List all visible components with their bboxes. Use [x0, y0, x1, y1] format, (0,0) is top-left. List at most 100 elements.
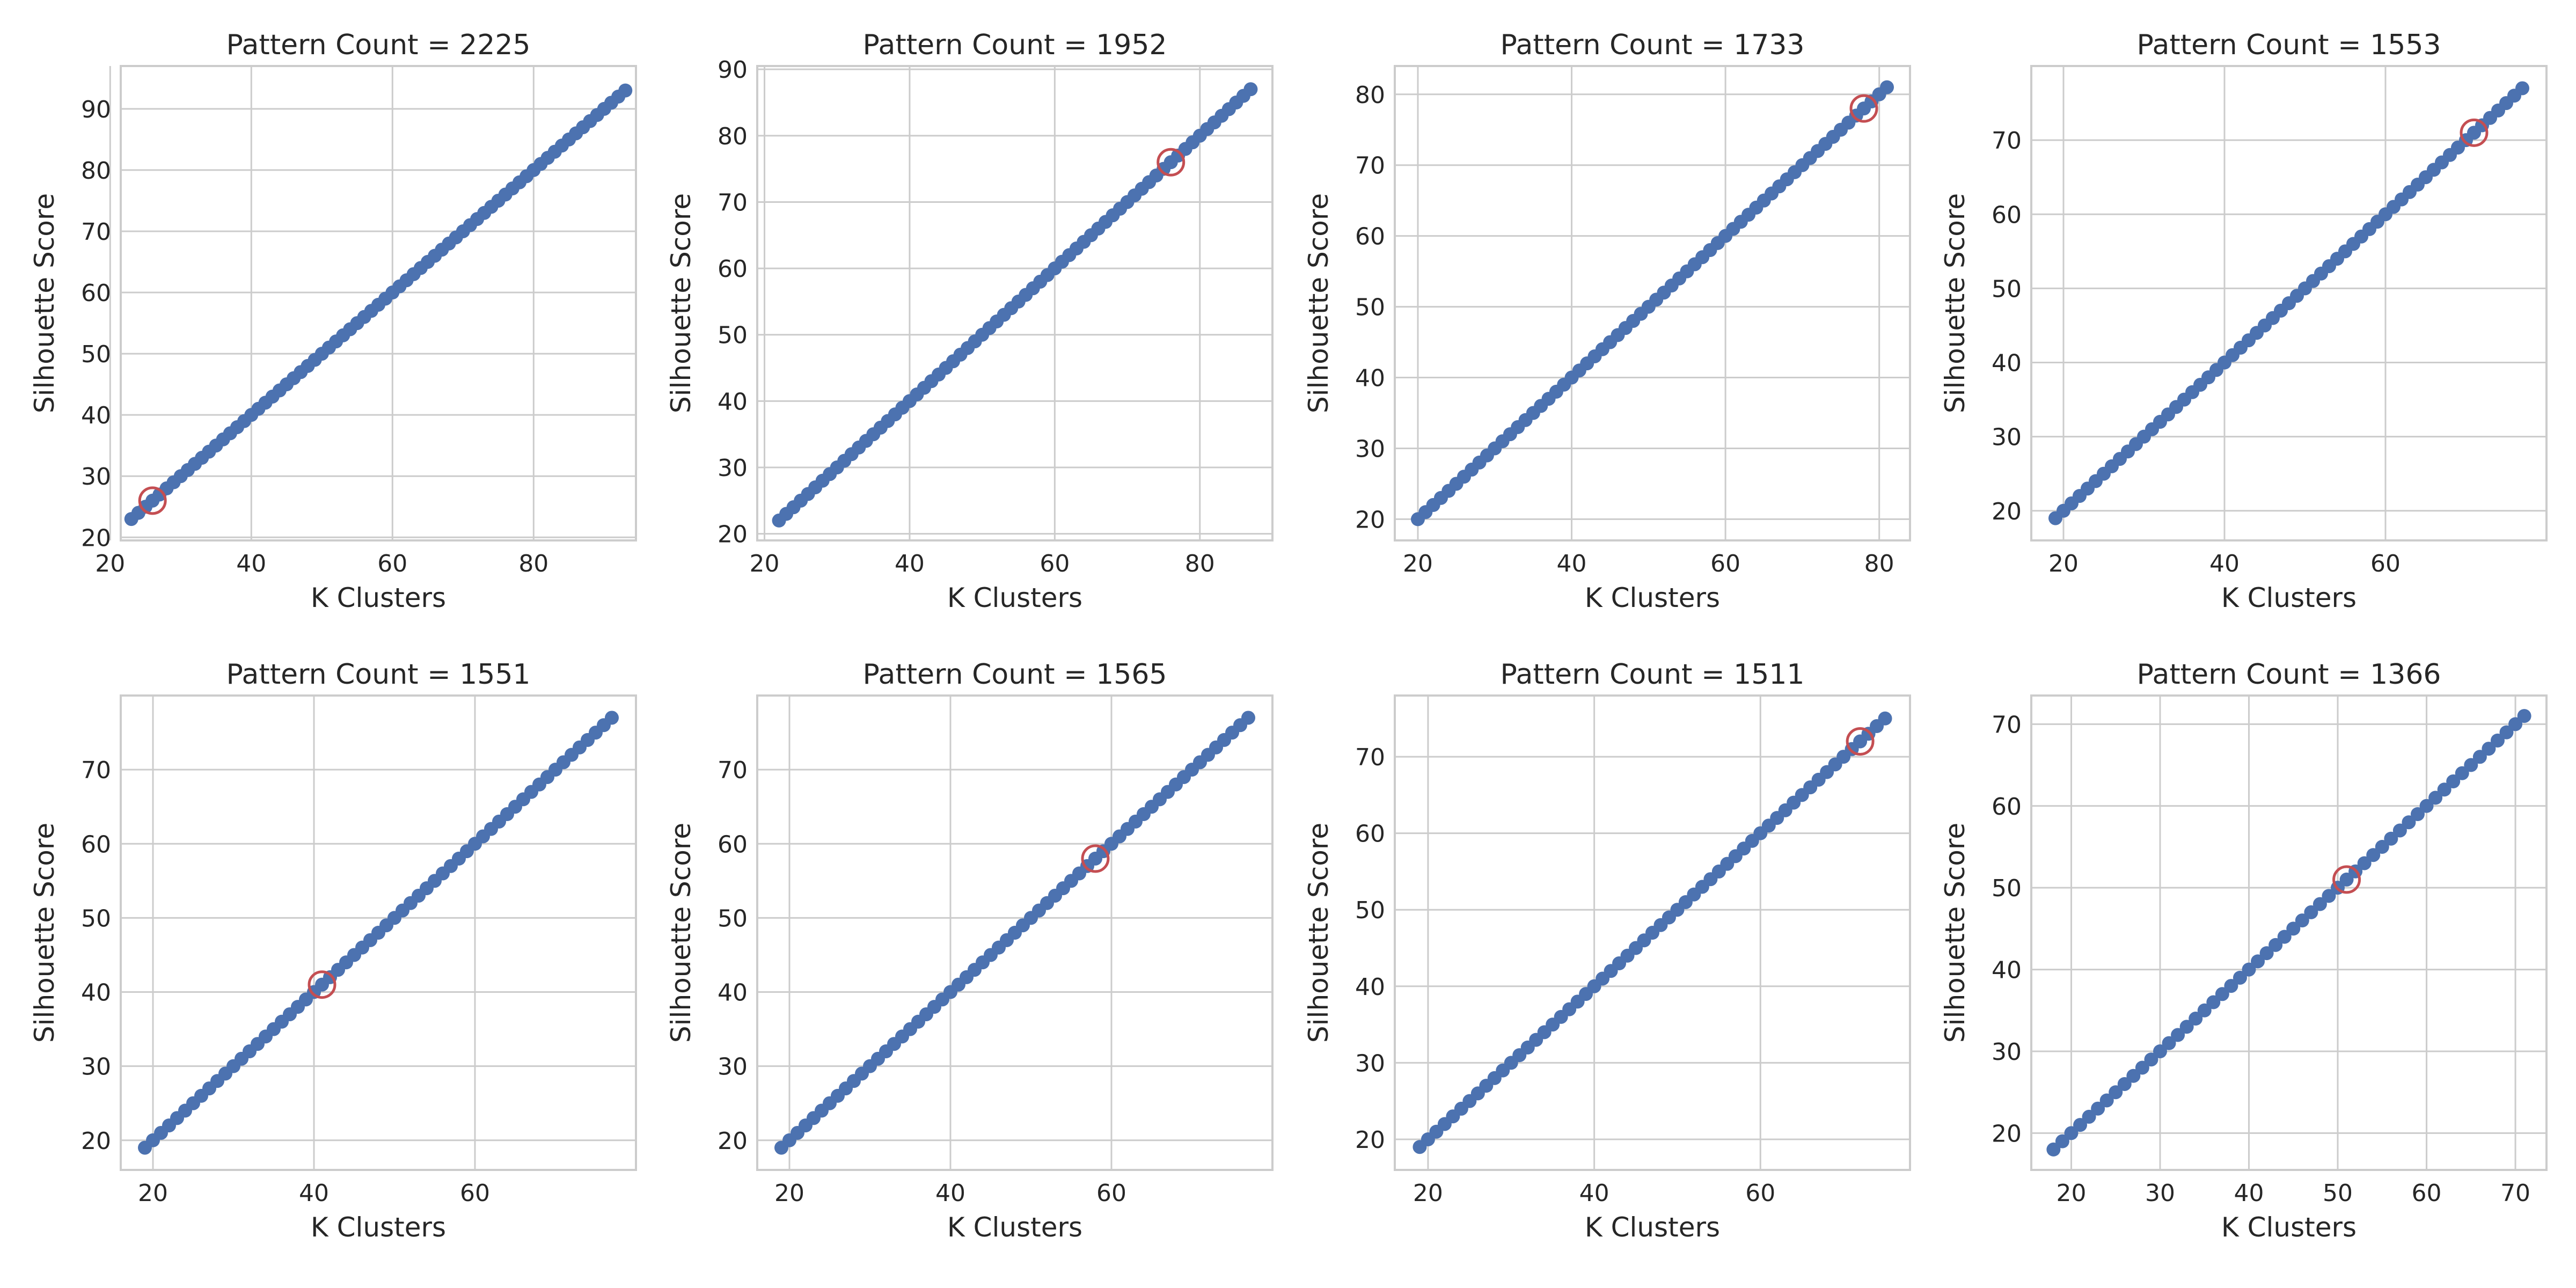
data-point — [2144, 1052, 2158, 1067]
data-point — [2206, 995, 2221, 1009]
x-tick-label: 20 — [138, 1180, 168, 1207]
x-tick-label: 60 — [1096, 1180, 1126, 1207]
chart-title: Pattern Count = 1553 — [2137, 29, 2441, 61]
chart-title: Pattern Count = 1565 — [863, 658, 1167, 691]
x-tick-label: 30 — [2145, 1180, 2175, 1207]
data-point — [2099, 1093, 2114, 1108]
data-point — [2366, 848, 2381, 862]
x-tick-label: 20 — [750, 550, 780, 577]
data-point — [2508, 717, 2523, 731]
x-tick-label: 60 — [460, 1180, 490, 1207]
data-point — [2215, 987, 2229, 1001]
x-axis-label: K Clusters — [947, 1212, 1082, 1243]
y-axis-label: Silhouette Score — [1940, 823, 1971, 1043]
y-tick-label: 30 — [1992, 424, 2022, 451]
subplot-4: 20 40 60 20 30 40 50 60 70 Pattern Count = 1553 K … — [1940, 29, 2548, 613]
data-point — [2162, 1036, 2176, 1050]
y-tick-label: 40 — [718, 388, 748, 415]
data-point — [2091, 1101, 2105, 1116]
data-point — [2268, 938, 2283, 952]
y-tick-label: 60 — [1355, 821, 1385, 848]
y-tick-label: 50 — [1992, 275, 2022, 303]
subplot-2: 20 40 60 80 20 30 40 50 60 70 80 90 Pattern Count = … — [665, 29, 1274, 613]
x-tick-label: 80 — [1864, 550, 1894, 577]
data-point — [2082, 1109, 2096, 1124]
x-tick-label: 40 — [1579, 1180, 1609, 1207]
axes-frame — [120, 65, 637, 541]
data-point — [2490, 733, 2505, 748]
x-tick-label: 20 — [1403, 550, 1433, 577]
y-tick-label: 20 — [81, 524, 111, 552]
y-tick-label: 30 — [1355, 1050, 1385, 1077]
y-tick-label: 40 — [1355, 974, 1385, 1001]
y-tick-label: 70 — [81, 757, 111, 784]
data-point — [2286, 921, 2301, 936]
y-tick-label: 70 — [81, 218, 111, 246]
data-point — [2517, 709, 2531, 723]
y-tick-label: 20 — [1992, 1120, 2022, 1147]
data-point — [2402, 815, 2416, 830]
y-axis-label: Silhouette Score — [1303, 193, 1334, 413]
y-axis-label: Silhouette Score — [29, 823, 60, 1043]
x-tick-label: 80 — [518, 550, 548, 577]
y-tick-label: 70 — [1355, 152, 1385, 180]
data-point — [2126, 1069, 2141, 1083]
y-tick-label: 40 — [1992, 350, 2022, 377]
y-tick-label: 60 — [718, 831, 748, 858]
subplot-7: 20 40 60 20 30 40 50 60 70 Pattern Count = 1511 K … — [1303, 658, 1911, 1243]
y-tick-label: 30 — [81, 463, 111, 491]
data-point — [2117, 1077, 2132, 1091]
data-point — [2171, 1028, 2185, 1042]
x-axis-label: K Clusters — [1585, 582, 1720, 613]
data-point — [2464, 758, 2478, 772]
chart-title: Pattern Count = 2225 — [226, 29, 531, 61]
data-point — [2339, 872, 2354, 887]
best-k-marker — [138, 486, 167, 515]
data-point — [2515, 81, 2529, 96]
data-point — [2375, 839, 2389, 854]
data-point — [2428, 791, 2443, 805]
data-point — [2472, 750, 2487, 764]
data-point — [2224, 979, 2238, 993]
x-tick-label: 20 — [774, 1180, 804, 1207]
x-tick-label: 40 — [236, 550, 266, 577]
x-tick-label: 50 — [2323, 1180, 2353, 1207]
y-tick-label: 60 — [81, 831, 111, 858]
x-tick-label: 60 — [377, 550, 407, 577]
x-axis-label: K Clusters — [1585, 1212, 1720, 1243]
y-tick-label: 40 — [1992, 957, 2022, 984]
data-point — [1878, 711, 1892, 726]
y-tick-label: 30 — [718, 1053, 748, 1081]
x-tick-label: 40 — [2234, 1180, 2264, 1207]
data-point — [2455, 766, 2469, 780]
y-tick-label: 30 — [81, 1053, 111, 1081]
y-tick-label: 60 — [81, 280, 111, 307]
data-point — [2259, 946, 2274, 961]
data-point — [2153, 1044, 2167, 1058]
x-tick-label: 40 — [935, 1180, 965, 1207]
data-point — [2233, 970, 2247, 985]
best-k-marker — [1849, 94, 1878, 123]
data-point — [2419, 799, 2434, 813]
y-tick-label: 30 — [1992, 1038, 2022, 1066]
x-tick-label: 60 — [2370, 550, 2401, 577]
y-tick-label: 50 — [81, 341, 111, 368]
x-tick-label: 20 — [2056, 1180, 2086, 1207]
y-tick-label: 50 — [718, 322, 748, 349]
data-point — [2064, 1126, 2079, 1140]
y-axis-label: Silhouette Score — [665, 823, 697, 1043]
y-tick-label: 60 — [1992, 793, 2022, 821]
y-tick-label: 50 — [1992, 875, 2022, 902]
axes-frame — [2030, 65, 2548, 541]
best-k-marker — [1081, 844, 1110, 873]
x-tick-label: 20 — [2048, 550, 2079, 577]
subplot-5: 20 40 60 20 30 40 50 60 70 Pattern Count = 1551 K … — [29, 658, 637, 1243]
data-point — [605, 711, 619, 725]
data-point — [2073, 1118, 2088, 1132]
axes-frame — [1394, 694, 1911, 1171]
x-tick-label: 20 — [1413, 1180, 1443, 1207]
x-tick-label: 60 — [2412, 1180, 2442, 1207]
x-tick-label: 20 — [95, 550, 125, 577]
data-point — [2411, 807, 2425, 821]
